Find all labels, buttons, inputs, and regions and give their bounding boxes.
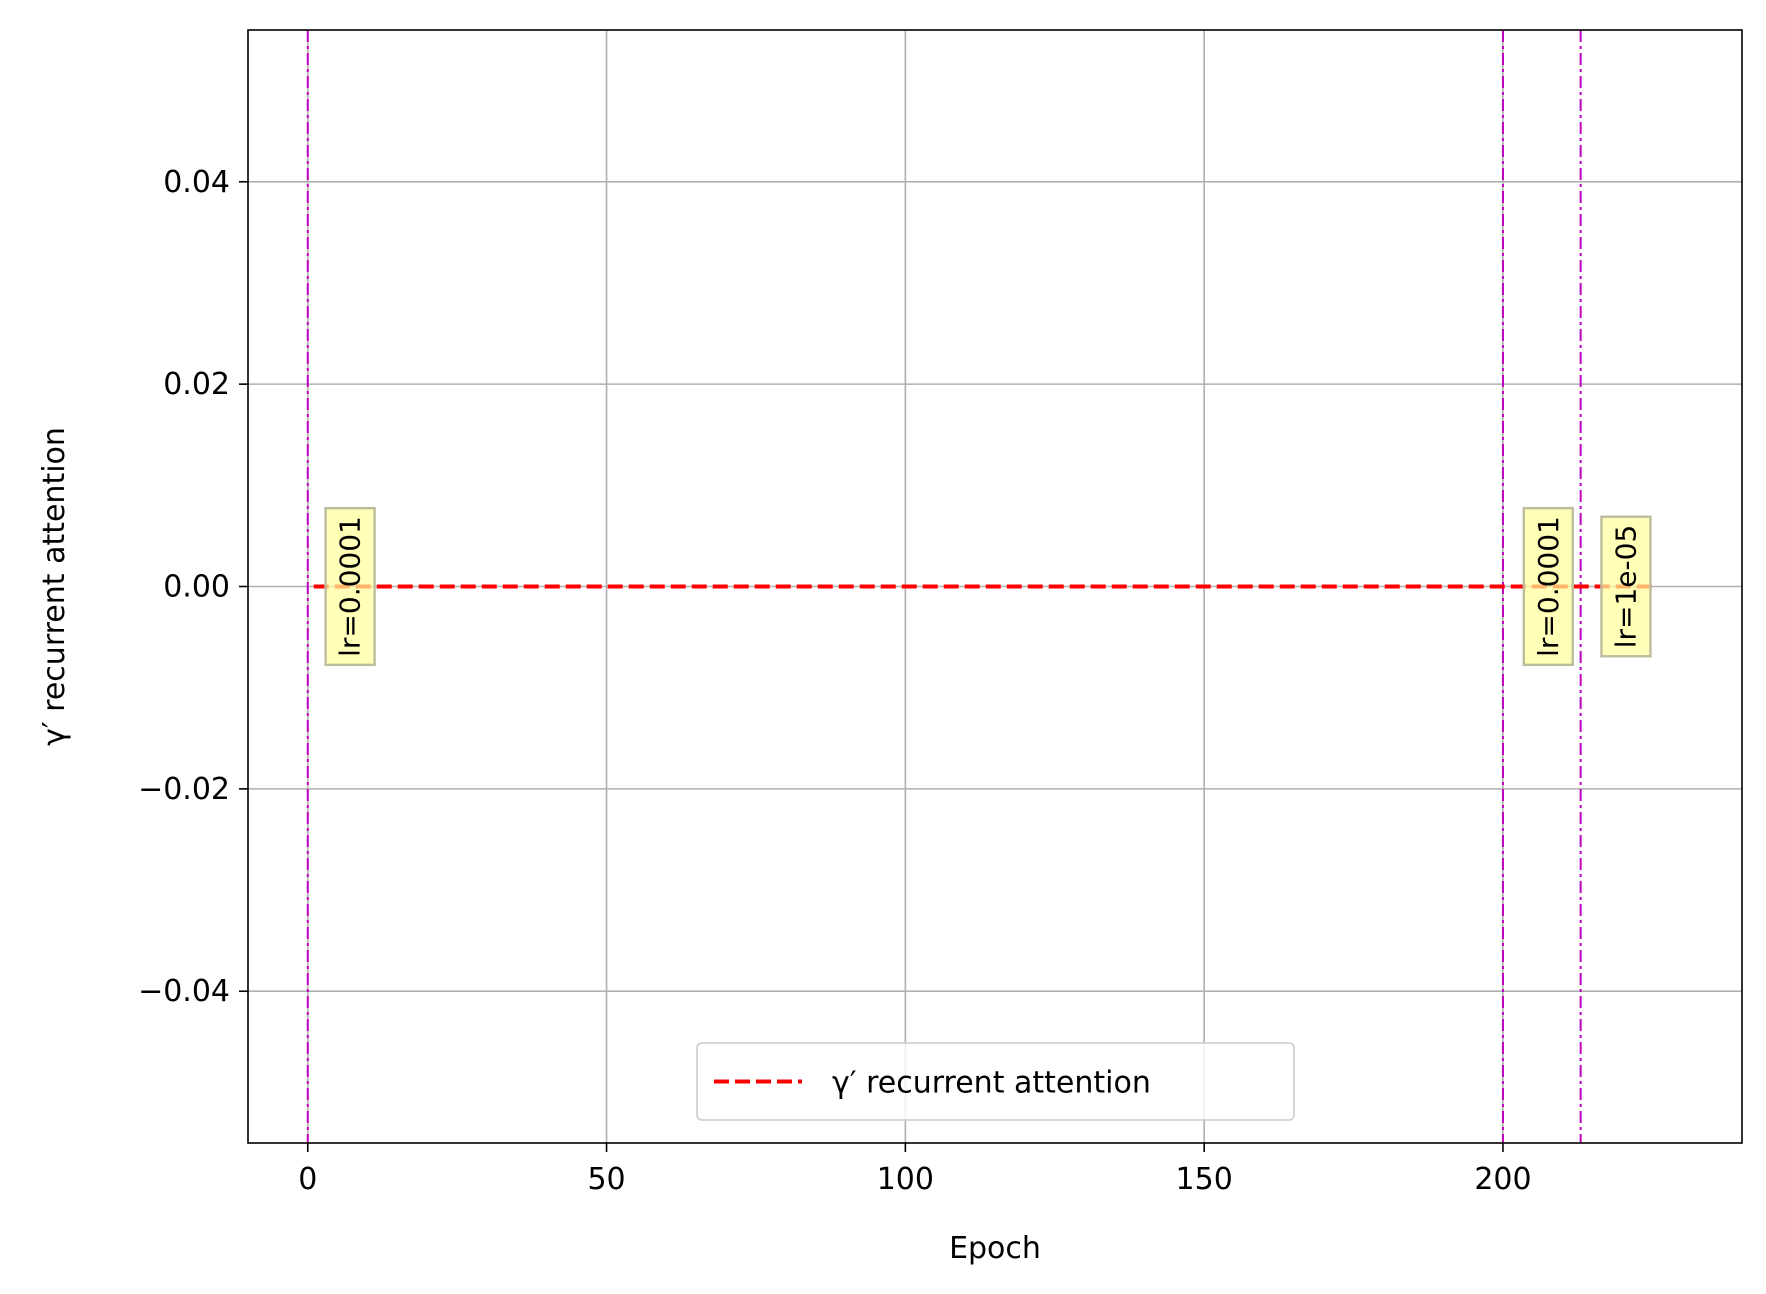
lr-annotation-text: lr=0.0001: [334, 516, 367, 657]
annotations: lr=0.0001 lr=0.0001 lr=1e-05: [324, 506, 1652, 667]
x-tick-label: 50: [587, 1162, 625, 1197]
x-tick-label: 150: [1176, 1162, 1233, 1197]
legend: γ′ recurrent attention: [696, 1042, 1295, 1121]
y-tick-label: 0.04: [163, 165, 230, 200]
legend-label: γ′ recurrent attention: [832, 1066, 1151, 1101]
lr-annotation: lr=0.0001: [1522, 506, 1574, 667]
lr-annotation: lr=1e-05: [1600, 515, 1652, 658]
lr-annotation-text: lr=0.0001: [1532, 516, 1565, 657]
x-axis-label: Epoch: [949, 1231, 1041, 1266]
y-tick-label: 0.02: [163, 367, 230, 402]
x-tick-label: 0: [298, 1162, 317, 1197]
ticks: 0 50 100 150 200 −0.04 −0.02 0.00 0.02 0.04: [138, 165, 1532, 1197]
legend-box: [696, 1042, 1295, 1121]
y-axis-label: γ′ recurrent attention: [37, 427, 72, 746]
y-tick-label: −0.02: [138, 772, 230, 807]
lr-annotation-box: [324, 506, 376, 667]
lr-annotation-text: lr=1e-05: [1609, 525, 1642, 649]
lr-annotation-box: [1600, 515, 1652, 658]
lr-annotation-box: [1522, 506, 1574, 667]
x-tick-label: 100: [877, 1162, 934, 1197]
x-tick-label: 200: [1474, 1162, 1531, 1197]
y-tick-label: 0.00: [163, 570, 230, 605]
y-tick-label: −0.04: [138, 974, 230, 1009]
lr-annotation: lr=0.0001: [324, 506, 376, 667]
